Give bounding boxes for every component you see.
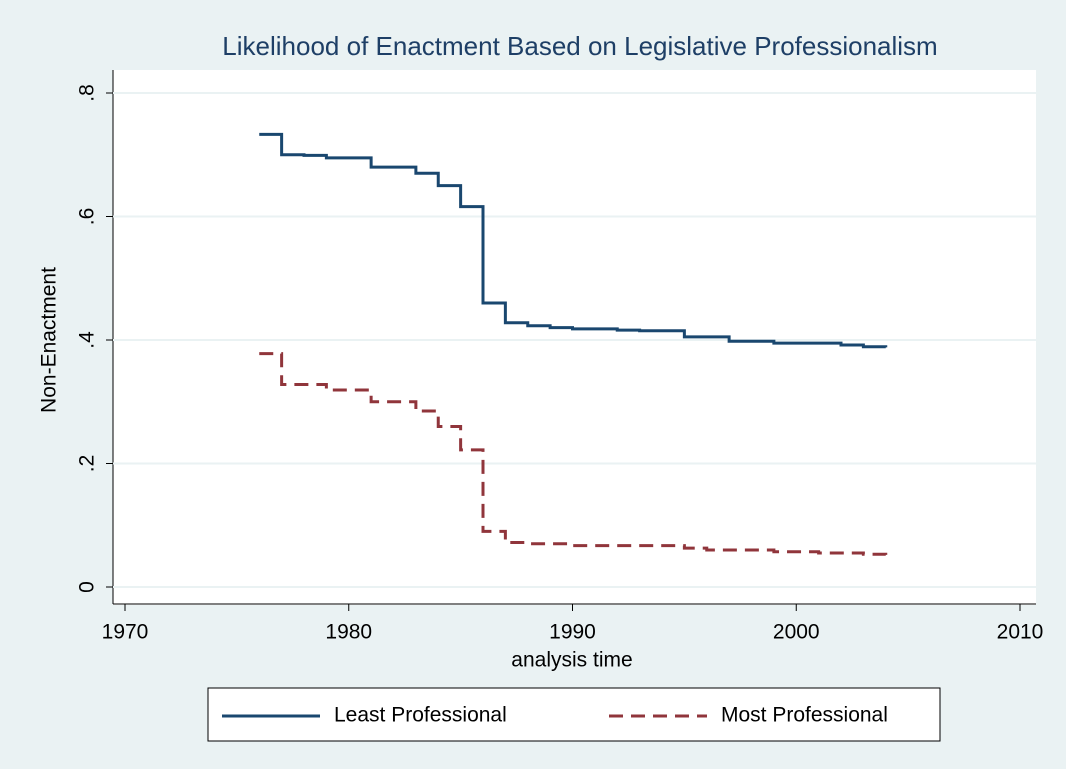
y-tick-label: .8	[76, 84, 99, 102]
y-tick-label: .2	[76, 455, 99, 473]
x-tick-label: 1990	[549, 621, 596, 644]
legend-label: Most Professional	[721, 704, 888, 727]
y-axis-label: Non-Enactment	[38, 267, 61, 413]
y-tick-label: .6	[76, 208, 99, 226]
y-tick-label: 0	[76, 581, 99, 593]
x-tick-label: 2010	[997, 621, 1044, 644]
plot-area	[113, 70, 1036, 605]
line-series	[259, 132, 888, 349]
x-tick-label: 2000	[773, 621, 820, 644]
x-tick-label: 1970	[102, 621, 149, 644]
legend	[207, 687, 941, 742]
x-axis-label: analysis time	[511, 649, 632, 672]
y-tick-label: .4	[76, 331, 99, 349]
legend-label: Least Professional	[334, 704, 507, 727]
x-tick-label: 1980	[325, 621, 372, 644]
chart-title: Likelihood of Enactment Based on Legisla…	[222, 31, 937, 61]
